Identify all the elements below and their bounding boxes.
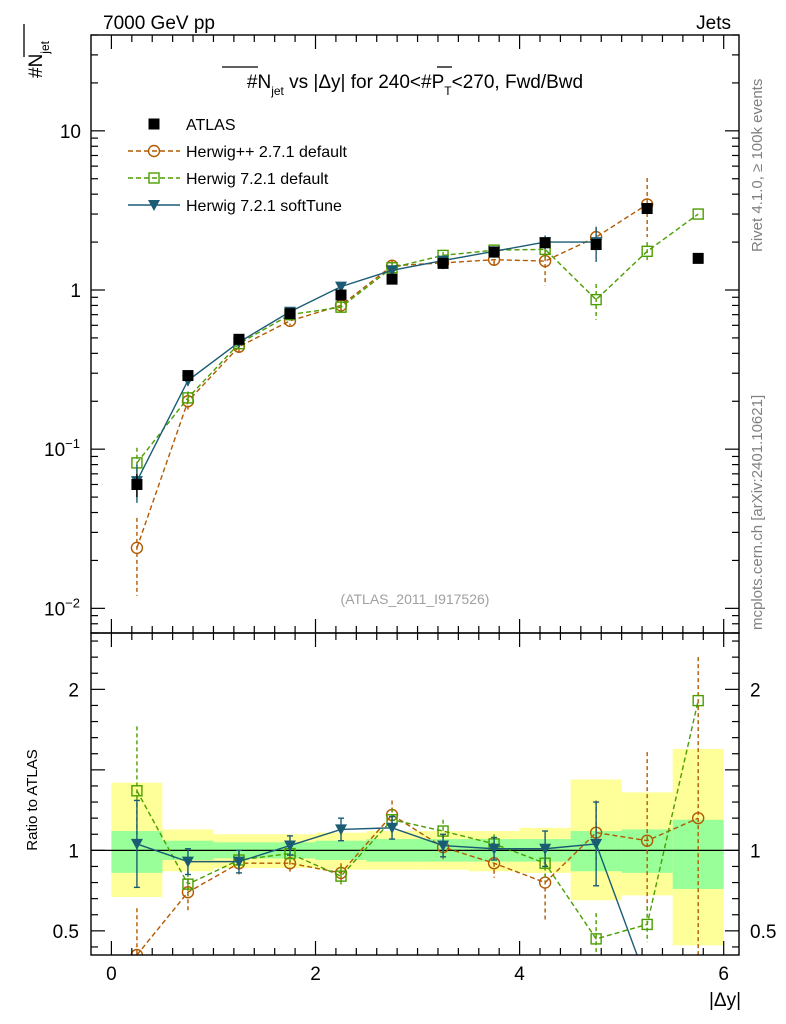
legend-label: Herwig 7.2.1 default: [186, 171, 329, 188]
series-herwig-7-2-1-default: [131, 208, 704, 481]
ratio-xlabel: |Δy|: [709, 990, 741, 1011]
data-point: [335, 281, 348, 293]
series-atlas: [131, 203, 704, 498]
ratio-ylabel: Ratio to ATLAS: [24, 749, 41, 850]
main-ylabel: #Njet: [26, 40, 52, 78]
ratio-frame: [90, 632, 740, 956]
legend-entry: Herwig 7.2.1 softTune: [128, 198, 342, 215]
legend-marker: [148, 118, 160, 130]
process-label: Jets: [696, 13, 731, 34]
data-point: [692, 208, 704, 220]
series-line: [136, 213, 699, 464]
plot-title: #Njet vs |Δy| for 240<#PT<270, Fwd/Bwd: [247, 72, 583, 98]
ratio-xtick-label: 0: [106, 964, 117, 985]
ratio-xtick-label: 4: [514, 964, 525, 985]
ratio-point: [335, 824, 348, 836]
data-point: [488, 246, 500, 258]
data-point: [130, 541, 144, 555]
data-point: [590, 239, 602, 251]
data-point: [335, 289, 347, 301]
ratio-point: [488, 843, 501, 855]
data-point: [131, 478, 143, 490]
legend-marker: [148, 200, 160, 211]
data-point: [590, 293, 602, 306]
main-ytick-label: 10−1: [44, 436, 80, 461]
data-point: [335, 301, 347, 313]
ratio-ytick-label-right: 2: [750, 680, 761, 701]
ratio-point: [130, 948, 144, 955]
data-point: [233, 333, 245, 345]
site-label: mcplots.cern.ch [arXiv:2401.10621]: [749, 395, 766, 630]
rivet-label: Rivet 4.1.0, ≥ 100k events: [749, 79, 766, 252]
ratio-point: [182, 878, 194, 890]
data-point: [641, 245, 653, 258]
series-line: [136, 241, 597, 482]
data-point: [692, 252, 704, 264]
legend-entry: ATLAS: [148, 117, 236, 134]
ratio-line: [136, 700, 699, 940]
series-herwig-7-2-1-softtune: [130, 226, 603, 503]
svg-text:#Njet: #Njet: [26, 40, 52, 78]
ratio-ytick-label-right: 0.5: [750, 922, 776, 943]
ratio-point: [641, 918, 653, 931]
ratio-point: [181, 856, 194, 868]
energy-label: 7000 GeV pp: [103, 13, 215, 34]
ratio-point: [640, 834, 654, 847]
main-series: [130, 178, 704, 596]
series-line: [136, 203, 648, 549]
data-point: [284, 308, 296, 320]
data-point: [437, 257, 449, 269]
ratio-point: [131, 785, 143, 797]
data-point: [386, 265, 399, 277]
analysis-label: (ATLAS_2011_I917526): [341, 591, 490, 607]
legend-marker: [148, 172, 160, 184]
ratio-bands: [111, 748, 724, 946]
ratio-xtick-label: 2: [310, 964, 321, 985]
main-ytick-label: 10−2: [44, 595, 80, 620]
data-point: [386, 273, 398, 285]
data-point: [539, 237, 551, 249]
data-point: [182, 370, 194, 382]
main-ytick-label: 10: [60, 122, 81, 143]
legend-label: Herwig 7.2.1 softTune: [186, 198, 342, 215]
legend-entry: Herwig 7.2.1 default: [128, 171, 329, 188]
ratio-series-herwig-7-2-1-softtune: [130, 799, 638, 955]
legend-label: ATLAS: [186, 117, 236, 134]
ratio-point: [437, 840, 450, 852]
ratio-point: [691, 811, 705, 825]
ratio-point: [590, 838, 603, 850]
axes: 10−2 10−1 1 10 0 2 4 6 0.5 0.5 1 1 2 2: [44, 34, 776, 985]
ratio-point: [335, 870, 347, 882]
ratio-point: [232, 856, 245, 868]
ratio-ytick-label-right: 1: [750, 841, 761, 862]
ratio-point: [181, 886, 195, 899]
ratio-ytick-label: 2: [68, 680, 79, 701]
data-point: [182, 392, 194, 404]
ratio-point: [386, 822, 399, 834]
ratio-ytick-label: 0.5: [53, 922, 79, 943]
legend-marker: [147, 144, 161, 158]
ratio-xtick-label: 6: [718, 964, 729, 985]
legend-entry: Herwig++ 2.7.1 default: [128, 144, 348, 161]
main-ytick-label: 1: [70, 281, 81, 302]
legend: ATLAS Herwig++ 2.7.1 default Herwig 7.2.1 …: [128, 117, 348, 215]
ratio-point: [283, 840, 296, 852]
ratio-point: [130, 838, 143, 850]
ratio-point: [692, 694, 704, 707]
ratio-line: [136, 814, 699, 955]
data-point: [641, 203, 653, 215]
ratio-ytick-label: 1: [68, 841, 79, 862]
ratio-point: [590, 933, 602, 945]
series-herwig-2-7-1-default: [130, 178, 654, 596]
legend-label: Herwig++ 2.7.1 default: [186, 144, 348, 161]
ratio-series: [130, 657, 705, 955]
ratio-point: [283, 857, 297, 870]
ratio-point: [539, 843, 552, 855]
